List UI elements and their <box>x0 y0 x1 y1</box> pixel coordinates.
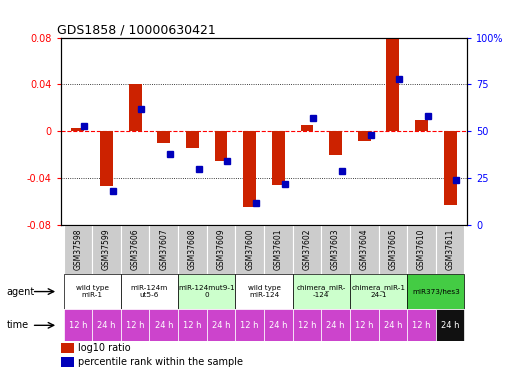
Bar <box>214 131 228 160</box>
Bar <box>379 309 407 341</box>
Bar <box>407 274 465 309</box>
Text: 24 h: 24 h <box>269 321 288 330</box>
Text: GSM37601: GSM37601 <box>274 229 283 270</box>
Text: time: time <box>7 320 29 330</box>
Bar <box>358 131 371 141</box>
Text: 12 h: 12 h <box>183 321 202 330</box>
Bar <box>243 131 256 207</box>
Bar <box>321 309 350 341</box>
Bar <box>350 309 379 341</box>
Bar <box>436 225 465 274</box>
Text: GSM37603: GSM37603 <box>331 228 340 270</box>
Bar <box>350 274 407 309</box>
Bar <box>436 309 465 341</box>
Bar <box>321 225 350 274</box>
Text: 12 h: 12 h <box>355 321 373 330</box>
Bar <box>379 225 407 274</box>
Bar <box>235 274 293 309</box>
Text: GSM37608: GSM37608 <box>188 229 197 270</box>
Text: GSM37600: GSM37600 <box>245 228 254 270</box>
Bar <box>63 274 121 309</box>
Bar <box>293 309 321 341</box>
Text: miR373/hes3: miR373/hes3 <box>412 289 460 295</box>
Text: wild type
miR-1: wild type miR-1 <box>76 285 109 298</box>
Bar <box>157 131 170 143</box>
Bar <box>235 225 264 274</box>
Text: 24 h: 24 h <box>441 321 459 330</box>
Bar <box>207 309 235 341</box>
Bar <box>350 225 379 274</box>
Bar <box>121 274 178 309</box>
Text: GSM37602: GSM37602 <box>303 229 312 270</box>
Text: 24 h: 24 h <box>155 321 173 330</box>
Bar <box>264 225 293 274</box>
Bar <box>186 131 199 148</box>
Bar <box>178 225 207 274</box>
Text: chimera_miR-1
24-1: chimera_miR-1 24-1 <box>352 285 406 298</box>
Text: 24 h: 24 h <box>97 321 116 330</box>
Text: GSM37610: GSM37610 <box>417 229 426 270</box>
Bar <box>444 131 457 205</box>
Bar <box>178 309 207 341</box>
Text: 12 h: 12 h <box>69 321 87 330</box>
Text: log10 ratio: log10 ratio <box>78 343 130 353</box>
Text: GSM37609: GSM37609 <box>216 228 225 270</box>
Text: GSM37604: GSM37604 <box>360 228 369 270</box>
Text: GSM37611: GSM37611 <box>446 229 455 270</box>
Text: GSM37606: GSM37606 <box>130 228 140 270</box>
Text: 24 h: 24 h <box>212 321 230 330</box>
Bar <box>149 309 178 341</box>
Text: 12 h: 12 h <box>298 321 316 330</box>
Bar <box>207 225 235 274</box>
Bar <box>100 131 113 186</box>
Text: 24 h: 24 h <box>326 321 345 330</box>
Text: chimera_miR-
-124: chimera_miR- -124 <box>297 285 346 298</box>
Text: 12 h: 12 h <box>126 321 145 330</box>
Bar <box>264 309 293 341</box>
Text: GSM37607: GSM37607 <box>159 228 168 270</box>
Bar <box>149 225 178 274</box>
Bar <box>178 274 235 309</box>
Text: GDS1858 / 10000630421: GDS1858 / 10000630421 <box>56 23 215 36</box>
Text: agent: agent <box>7 286 35 297</box>
Text: GSM37598: GSM37598 <box>73 229 82 270</box>
Bar <box>121 225 149 274</box>
Text: percentile rank within the sample: percentile rank within the sample <box>78 357 243 367</box>
Text: 24 h: 24 h <box>383 321 402 330</box>
Bar <box>300 125 314 131</box>
Bar <box>129 84 142 131</box>
Bar <box>92 309 121 341</box>
Bar <box>63 309 92 341</box>
Bar <box>293 274 350 309</box>
Bar <box>235 309 264 341</box>
Bar <box>92 225 121 274</box>
Text: miR-124m
ut5-6: miR-124m ut5-6 <box>131 285 168 298</box>
Bar <box>329 131 342 155</box>
Bar <box>121 309 149 341</box>
Bar <box>415 120 428 131</box>
Bar <box>71 128 84 131</box>
Text: GSM37599: GSM37599 <box>102 228 111 270</box>
Text: 12 h: 12 h <box>412 321 431 330</box>
Bar <box>407 225 436 274</box>
Bar <box>407 309 436 341</box>
Text: wild type
miR-124: wild type miR-124 <box>248 285 280 298</box>
Text: GSM37605: GSM37605 <box>388 228 398 270</box>
Bar <box>63 225 92 274</box>
Bar <box>272 131 285 185</box>
Bar <box>386 35 399 131</box>
Text: miR-124mut9-1
0: miR-124mut9-1 0 <box>178 285 235 298</box>
Bar <box>293 225 321 274</box>
Text: 12 h: 12 h <box>240 321 259 330</box>
